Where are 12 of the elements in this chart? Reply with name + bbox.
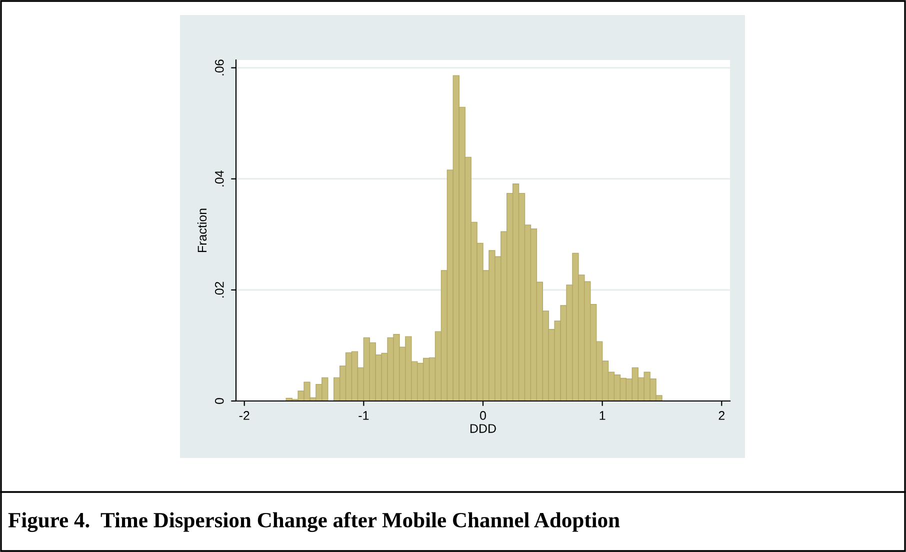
x-tick-label: 2 <box>718 411 724 420</box>
caption: Figure 4. Time Dispersion Change after Mobile Channel Adoption <box>8 512 620 532</box>
y-tick-label: .04 <box>214 170 224 186</box>
x-tick-label: -1 <box>358 411 369 420</box>
x-tick-label: -2 <box>239 411 250 420</box>
x-tick-label: 0 <box>480 411 486 420</box>
y-tick-label: 0 <box>214 398 224 404</box>
x-axis-title: DDD <box>470 424 496 433</box>
x-tick-label: 1 <box>600 411 606 420</box>
y-axis-title: Fraction <box>197 208 207 252</box>
y-tick-label: .06 <box>214 60 224 76</box>
y-tick-label: .02 <box>214 282 224 298</box>
